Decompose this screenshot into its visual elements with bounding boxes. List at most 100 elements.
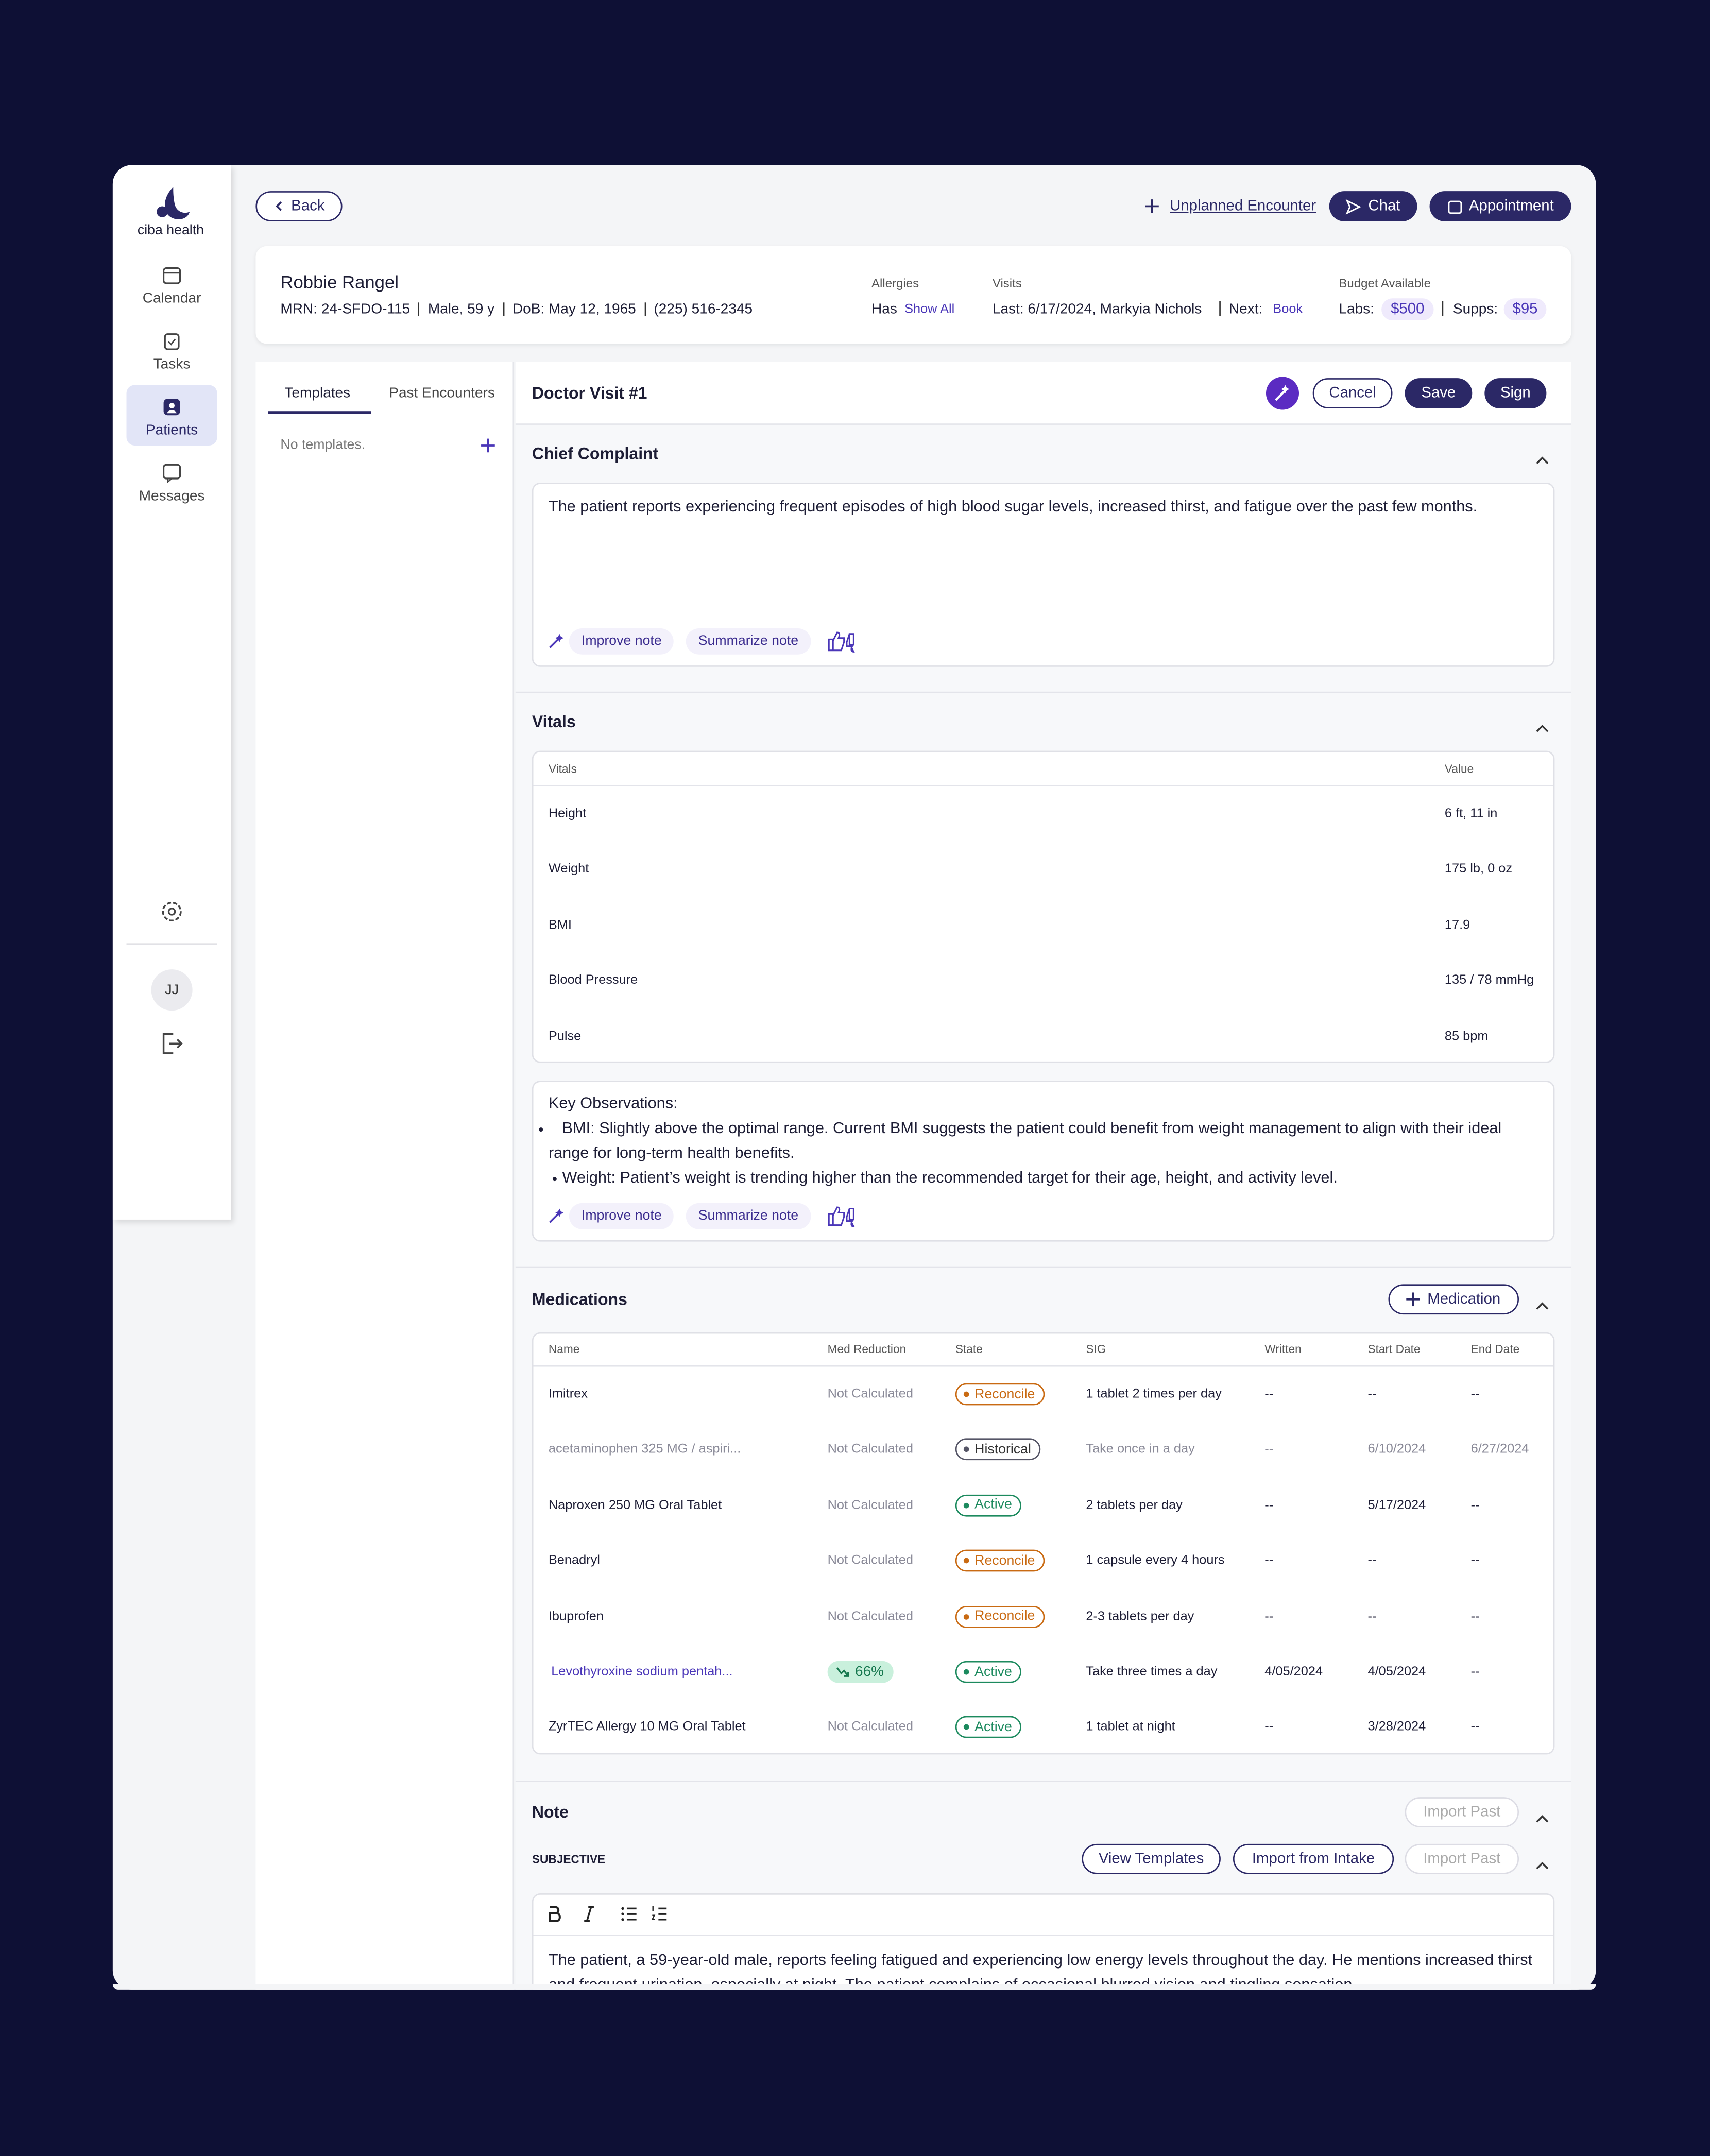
med-cell: -- bbox=[1264, 1497, 1274, 1513]
section-title: Vitals bbox=[532, 712, 576, 732]
med-cell: 6/10/2024 bbox=[1367, 1442, 1426, 1458]
collapse-icon[interactable] bbox=[1535, 448, 1549, 464]
icon bbox=[1536, 725, 1549, 732]
dot bbox=[963, 1558, 969, 1564]
ai-button[interactable] bbox=[1266, 377, 1299, 410]
collapse-icon[interactable] bbox=[1535, 1854, 1549, 1870]
icon bbox=[164, 333, 180, 350]
collapse-icon[interactable] bbox=[1535, 1807, 1549, 1823]
label: Back bbox=[291, 198, 325, 215]
back-button[interactable]: Back bbox=[255, 191, 343, 221]
editor-box bbox=[532, 1893, 1555, 1990]
collapse-icon[interactable] bbox=[1535, 716, 1549, 732]
label: Appointment bbox=[1468, 198, 1554, 215]
unplanned-link[interactable]: Unplanned Encounter bbox=[1170, 198, 1316, 215]
nav-label: Tasks bbox=[153, 356, 191, 373]
sep bbox=[644, 302, 646, 317]
add-medication[interactable]: Medication bbox=[1388, 1284, 1519, 1315]
import-past-button[interactable]: Import Past bbox=[1405, 1797, 1519, 1827]
state: Reconcile bbox=[974, 1553, 1035, 1569]
observation: BMI: Slightly above the optimal range. C… bbox=[535, 1117, 1544, 1166]
logo bbox=[157, 187, 190, 219]
improve-note[interactable]: Improve note bbox=[569, 628, 674, 655]
med-cell: -- bbox=[1470, 1387, 1480, 1402]
divider bbox=[515, 1781, 1571, 1782]
import-past-button[interactable]: Import Past bbox=[1405, 1843, 1519, 1874]
nav-label: Calendar bbox=[142, 290, 201, 307]
improve-note[interactable]: Improve note bbox=[569, 1203, 674, 1229]
sign-button[interactable]: Sign bbox=[1484, 378, 1547, 408]
feedback-icons[interactable] bbox=[826, 1205, 870, 1229]
section-title: Medications bbox=[532, 1290, 627, 1309]
column-header: State bbox=[955, 1342, 983, 1356]
labs-label: Labs: bbox=[1339, 301, 1374, 318]
editor-toolbar[interactable] bbox=[546, 1904, 667, 1923]
view-templates-button[interactable]: View Templates bbox=[1082, 1843, 1221, 1874]
bullet bbox=[539, 1127, 543, 1132]
import-intake-button[interactable]: Import from Intake bbox=[1233, 1843, 1394, 1874]
med-cell: -- bbox=[1470, 1553, 1480, 1569]
vital-cell: Pulse bbox=[548, 1029, 582, 1044]
nav-item-active[interactable]: Patients bbox=[126, 385, 217, 446]
column-header: End Date bbox=[1470, 1342, 1520, 1356]
plus-icon bbox=[1145, 199, 1159, 213]
icon bbox=[1447, 200, 1462, 213]
med-cell: -- bbox=[1470, 1609, 1480, 1624]
add-template[interactable] bbox=[480, 437, 496, 454]
med-cell: -- bbox=[1367, 1387, 1377, 1402]
state-badge: Active bbox=[955, 1661, 1022, 1683]
med-cell: Take three times a day bbox=[1086, 1664, 1218, 1680]
nav-item[interactable]: Calendar bbox=[127, 253, 217, 313]
icon bbox=[1536, 456, 1549, 464]
note-text: The patient, a 59-year-old male, reports… bbox=[548, 1952, 1533, 1984]
med-cell: Not Calculated bbox=[827, 1497, 913, 1513]
dot bbox=[963, 1669, 969, 1675]
subjective-label: SUBJECTIVE bbox=[532, 1852, 606, 1866]
state: Reconcile bbox=[974, 1609, 1035, 1624]
avatar[interactable]: JJ bbox=[151, 969, 193, 1011]
state: Active bbox=[974, 1664, 1012, 1680]
vital-cell: Weight bbox=[548, 862, 589, 877]
tab-active[interactable]: Templates bbox=[284, 385, 351, 402]
column-header: Start Date bbox=[1367, 1342, 1421, 1356]
med-cell: 1 tablet at night bbox=[1086, 1720, 1175, 1735]
nav-item[interactable]: Messages bbox=[127, 451, 217, 511]
save-button[interactable]: Save bbox=[1405, 378, 1473, 408]
nav-item[interactable]: Tasks bbox=[127, 319, 217, 379]
feedback-icons[interactable] bbox=[826, 630, 870, 655]
sep bbox=[503, 302, 504, 317]
icon bbox=[162, 464, 181, 483]
vital-cell: 175 lb, 0 oz bbox=[1444, 862, 1513, 877]
med-cell: -- bbox=[1367, 1553, 1377, 1569]
patient-card bbox=[255, 246, 1571, 344]
med-cell: Levothyroxine sodium pentah... bbox=[551, 1664, 733, 1680]
med-cell: Not Calculated bbox=[827, 1720, 913, 1735]
settings-icon[interactable] bbox=[160, 899, 184, 924]
state: Historical bbox=[974, 1442, 1031, 1458]
med-cell: Not Calculated bbox=[827, 1553, 913, 1569]
tab-underline bbox=[268, 411, 371, 414]
summarize-note[interactable]: Summarize note bbox=[686, 1203, 811, 1229]
icon bbox=[1407, 1292, 1421, 1307]
collapse-icon[interactable] bbox=[1535, 1294, 1549, 1310]
logout-icon[interactable] bbox=[160, 1031, 184, 1056]
nav-label: Patients bbox=[145, 422, 198, 439]
tab[interactable]: Past Encounters bbox=[389, 385, 495, 402]
state: Reconcile bbox=[974, 1387, 1035, 1402]
allergies-link[interactable]: Show All bbox=[904, 301, 955, 317]
cancel-button[interactable]: Cancel bbox=[1312, 378, 1393, 408]
sep bbox=[418, 302, 420, 317]
state-badge: Active bbox=[955, 1716, 1022, 1739]
chat-button[interactable]: Chat bbox=[1329, 191, 1417, 221]
med-cell: -- bbox=[1470, 1664, 1480, 1680]
book-link[interactable]: Book bbox=[1273, 301, 1303, 317]
column-header: Med Reduction bbox=[827, 1342, 907, 1356]
med-cell: -- bbox=[1470, 1497, 1480, 1513]
phone: (225) 516-2345 bbox=[654, 301, 753, 318]
visits-last: Last: 6/17/2024, Markyia Nichols bbox=[992, 301, 1202, 318]
divider bbox=[515, 1266, 1571, 1268]
summarize-note[interactable]: Summarize note bbox=[686, 628, 811, 655]
appointment-button[interactable]: Appointment bbox=[1429, 191, 1571, 221]
